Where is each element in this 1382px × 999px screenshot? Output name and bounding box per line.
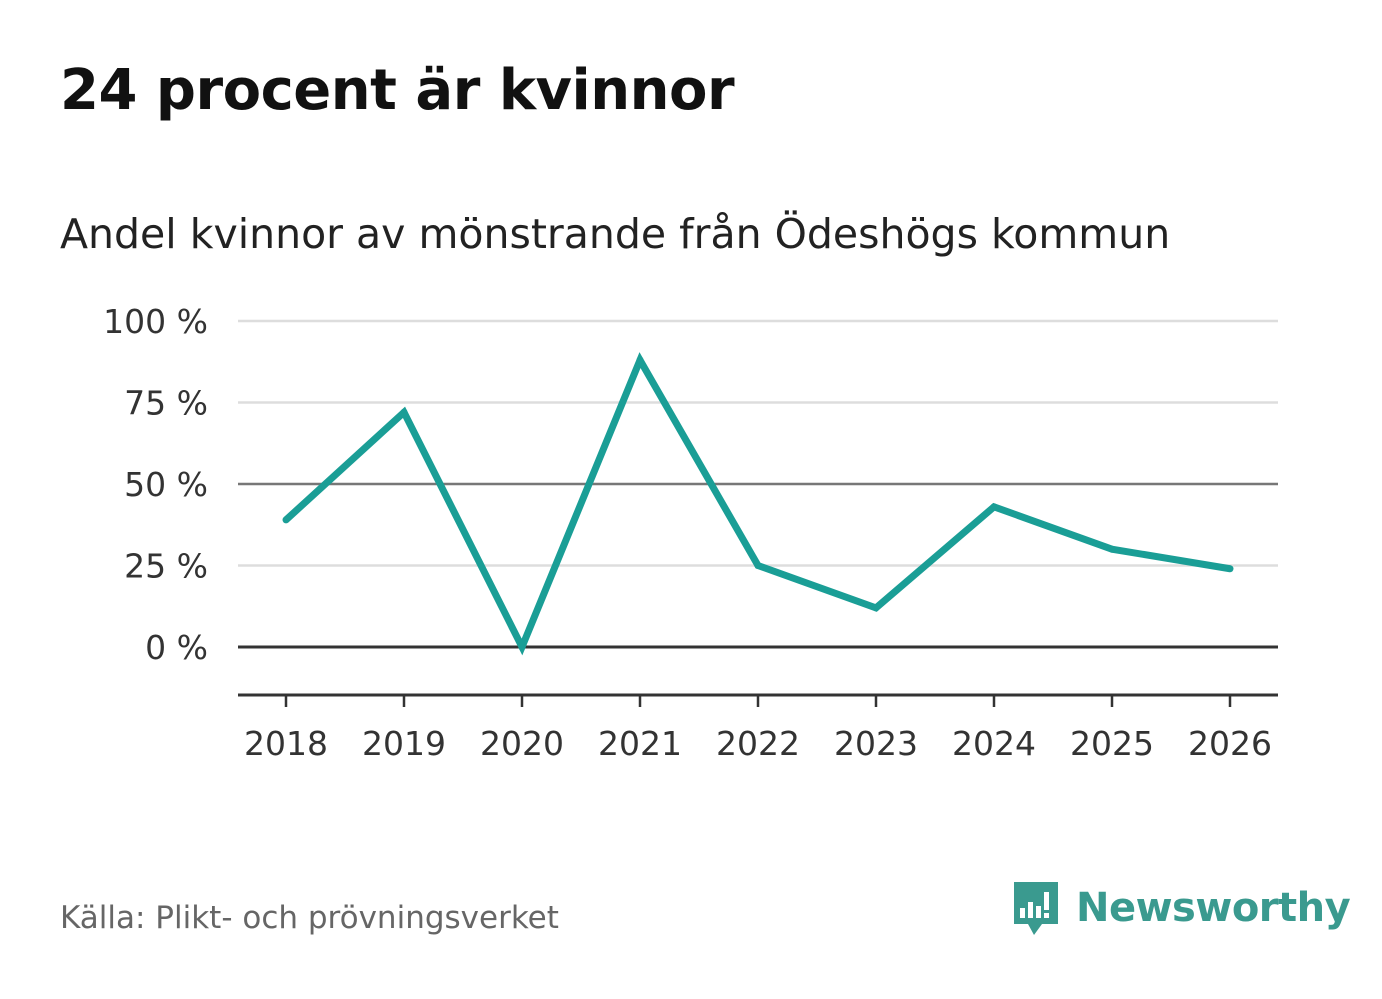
- series-layer: [282, 352, 1234, 656]
- y-tick-label: 50 %: [124, 465, 208, 504]
- x-tick-label: 2024: [952, 724, 1036, 763]
- y-tick-label: 100 %: [103, 302, 208, 341]
- x-axis: 2018 2019 2020 2021 2022 2023 2024 2025 2026: [238, 693, 1278, 763]
- y-axis-tick-labels: 0 % 25 % 50 % 75 % 100 %: [103, 302, 208, 667]
- data-point-2021: [636, 356, 644, 364]
- data-point-2018: [282, 516, 290, 524]
- y-tick-label: 75 %: [124, 384, 208, 423]
- data-point-2022: [754, 562, 762, 569]
- x-tick-label: 2025: [1070, 724, 1154, 763]
- x-tick-label: 2023: [834, 724, 918, 763]
- source-note: Källa: Plikt- och prövningsverket: [60, 900, 559, 936]
- y-tick-label: 25 %: [124, 547, 208, 586]
- chart-subtitle: Andel kvinnor av mönstrande från Ödeshög…: [60, 210, 1171, 258]
- x-tick-label: 2022: [716, 724, 800, 763]
- data-point-2026: [1226, 565, 1234, 573]
- brand-name: Newsworthy: [1076, 885, 1351, 931]
- chart-title: 24 procent är kvinnor: [60, 58, 735, 123]
- x-tick-label: 2026: [1188, 724, 1272, 763]
- x-tick-label: 2018: [244, 724, 328, 763]
- newsworthy-logo: Newsworthy: [1010, 878, 1351, 938]
- x-tick-label: 2020: [480, 724, 564, 763]
- newsworthy-logo-icon: [1014, 882, 1058, 935]
- data-point-2020: [518, 643, 526, 651]
- x-tick-label: 2021: [598, 724, 682, 763]
- x-tick-label: 2019: [362, 724, 446, 763]
- data-point-2025: [1108, 545, 1116, 553]
- data-point-2019: [400, 408, 408, 416]
- data-point-2023: [872, 604, 880, 612]
- y-tick-label: 0 %: [145, 628, 208, 667]
- data-point-2024: [990, 503, 998, 511]
- gridlines: [238, 319, 1278, 649]
